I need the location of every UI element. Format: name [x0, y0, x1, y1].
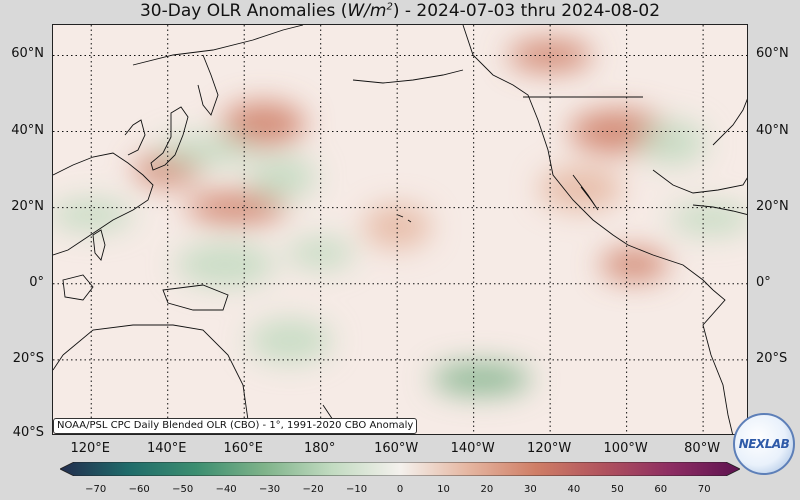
anomaly-region: [431, 362, 532, 395]
coastline-borneo: [62, 274, 94, 301]
lon-label: 120°W: [527, 441, 572, 456]
lat-label-right: 20°N: [756, 198, 789, 214]
lon-label: 100°W: [603, 441, 648, 456]
data-credit-label: NOAA/PSL CPC Daily Blended OLR (CBO) - 1…: [53, 418, 418, 434]
lon-label: 140°E: [146, 441, 187, 456]
colorbar-tick-label: −20: [302, 484, 324, 495]
anomaly-region: [221, 101, 306, 146]
colorbar-tick-label: −50: [172, 484, 194, 495]
anomaly-region: [248, 318, 333, 363]
colorbar-tick-label: −60: [128, 484, 150, 495]
lat-label-right: 40°N: [756, 122, 789, 138]
lon-label: 160°W: [374, 441, 419, 456]
coastline-siberia: [132, 25, 304, 66]
lat-label-right: 60°N: [756, 46, 789, 62]
anomaly-region: [538, 166, 623, 211]
lat-label-left: 0°: [29, 274, 44, 290]
coastline-korea: [124, 119, 146, 156]
lat-label-left: 40°N: [11, 122, 44, 138]
colorbar-tick-label: −70: [85, 484, 107, 495]
lon-label: 120°E: [70, 441, 110, 456]
anomaly-region: [286, 237, 355, 270]
anomaly-region: [363, 204, 432, 249]
colorbar-tick-label: −40: [215, 484, 237, 495]
lon-label: 140°W: [450, 441, 495, 456]
anomaly-region: [186, 191, 287, 224]
coastline-south-america: [702, 289, 733, 434]
anomaly-region: [248, 155, 317, 200]
lon-label: 180°: [304, 441, 336, 456]
colorbar-tick-label: −30: [259, 484, 281, 495]
colorbar-tick-label: 70: [697, 484, 711, 495]
anomaly-map: [53, 25, 747, 434]
lat-label-left: 40°S: [12, 425, 44, 440]
colorbar-tick-label: 20: [480, 484, 494, 495]
coastline-new-guinea: [162, 284, 229, 311]
map-panel[interactable]: [52, 24, 748, 435]
coastline-east-na: [712, 98, 747, 146]
colorbar-tick-label: 40: [567, 484, 581, 495]
coastline-mexico-gulf: [652, 169, 747, 194]
colorbar-tick-label: 0: [396, 484, 404, 495]
lon-label: 160°E: [223, 441, 263, 456]
coastline-hawaii: [397, 214, 412, 223]
coastline-alaska: [462, 25, 714, 291]
anomaly-region: [508, 39, 593, 72]
colorbar-tick-label: −10: [345, 484, 368, 495]
lat-label-right: 0°: [756, 274, 771, 290]
coastline-asia: [53, 152, 154, 256]
colorbar-tick-label: 30: [524, 484, 537, 495]
colorbar-tick-label: 10: [437, 484, 450, 495]
anomaly-region: [53, 199, 134, 232]
colorbar-tick-label: 50: [610, 484, 624, 495]
coastline-aleutians: [352, 69, 464, 84]
anomaly-region: [668, 203, 747, 236]
colorbar: [59, 461, 741, 477]
anomaly-region: [638, 120, 707, 165]
nexlab-logo: NEXLAB: [733, 413, 795, 475]
lat-label-right: 20°S: [756, 350, 788, 366]
anomaly-region: [155, 134, 256, 167]
anomaly-region: [175, 242, 276, 287]
lon-label: 80°W: [684, 441, 721, 456]
lat-label-left: 20°N: [11, 198, 44, 214]
coastline-kamchatka: [197, 54, 219, 116]
coastline-australia: [53, 324, 249, 434]
colorbar-tick-label: 60: [654, 484, 668, 495]
anomaly-region: [600, 248, 669, 281]
map-title: 30-Day OLR Anomalies (W/m2) - 2024-07-03…: [139, 1, 661, 21]
lat-label-left: 60°N: [11, 46, 44, 62]
coastline-philippines: [92, 229, 106, 261]
coastline-baja: [572, 174, 599, 211]
lat-label-left: 20°S: [12, 350, 44, 366]
coastline-japan: [150, 106, 189, 171]
